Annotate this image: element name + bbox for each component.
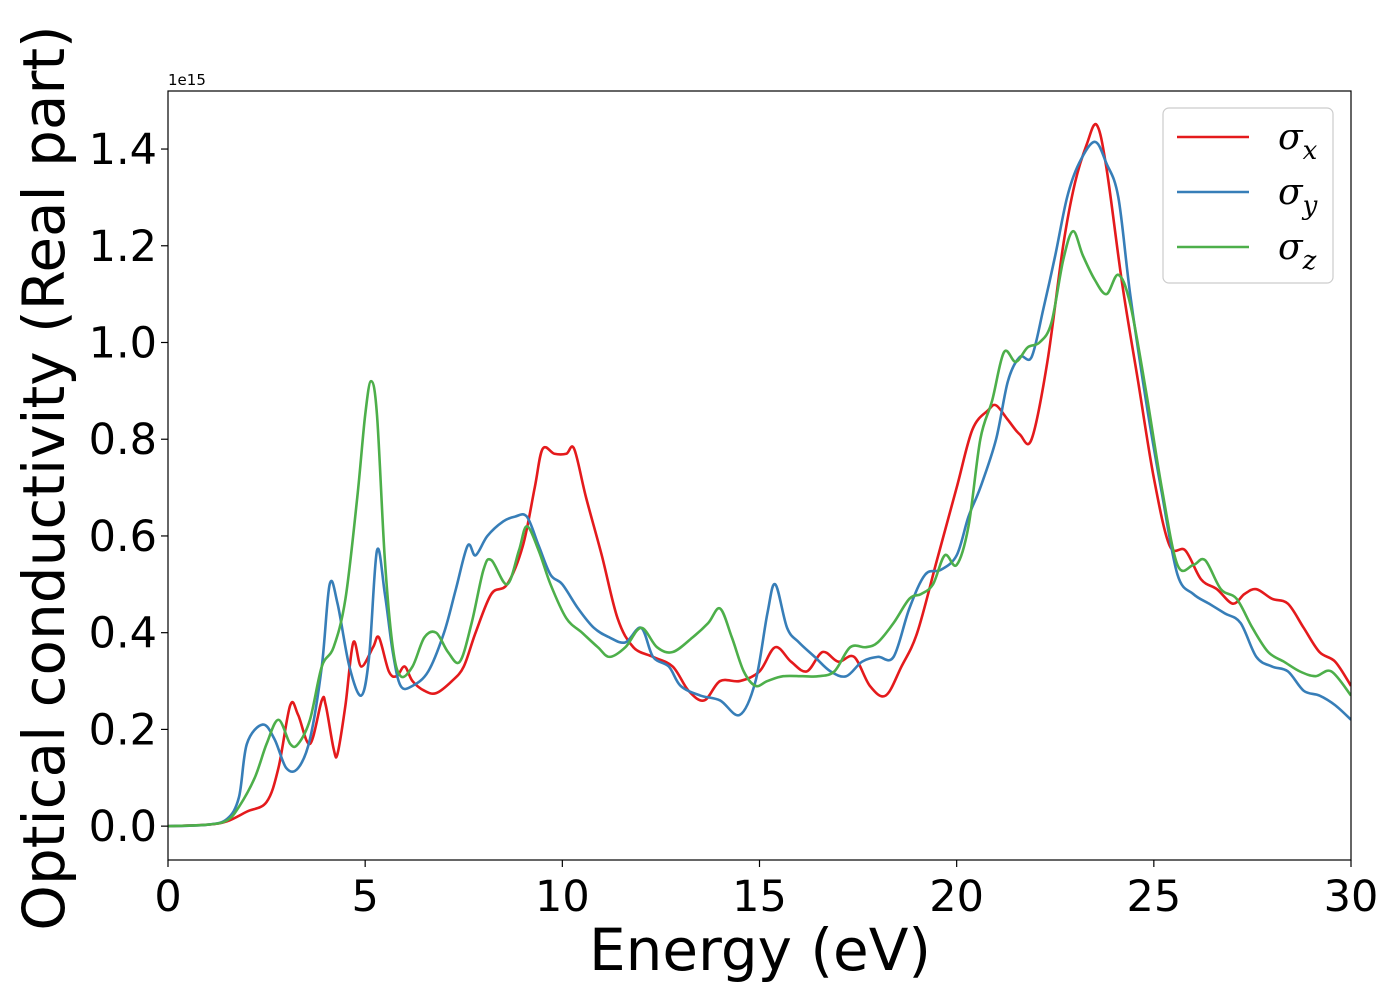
y-offset-label: 1e15 — [168, 71, 206, 89]
x-tick-label: 30 — [1324, 872, 1379, 922]
y-tick-label: 0.4 — [89, 609, 157, 659]
y-tick-label: 0.2 — [89, 705, 157, 755]
x-tick-label: 25 — [1126, 872, 1181, 922]
x-tick-label: 10 — [535, 872, 590, 922]
legend-label-sigma-z: σz — [1278, 227, 1317, 276]
y-axis: 0.0 0.2 0.4 0.6 0.8 1.0 1.2 1.4 — [89, 125, 168, 852]
legend: σx σy σz — [1162, 107, 1334, 284]
y-tick-label: 0.6 — [89, 512, 157, 562]
y-tick-label: 1.4 — [89, 125, 157, 175]
x-tick-label: 0 — [154, 872, 181, 922]
y-tick-label: 1.2 — [89, 222, 157, 272]
series-line-sigma-z — [168, 229, 1351, 828]
series-line-sigma-y — [168, 140, 1351, 828]
x-axis: 0 5 10 15 20 25 30 — [154, 860, 1378, 922]
y-axis-label: Optical conductivity (Real part) — [10, 25, 78, 930]
y-tick-label: 1.0 — [89, 318, 157, 368]
plot-layer — [168, 122, 1351, 828]
legend-box — [1162, 107, 1334, 284]
series-line-sigma-x — [168, 122, 1351, 828]
x-axis-label: Energy (eV) — [589, 916, 931, 984]
x-tick-label: 20 — [929, 872, 984, 922]
legend-label-sigma-x: σx — [1278, 117, 1318, 166]
legend-label-sigma-y: σy — [1278, 172, 1318, 221]
x-tick-label: 15 — [732, 872, 787, 922]
y-tick-label: 0.8 — [89, 415, 157, 465]
x-tick-label: 5 — [351, 872, 378, 922]
y-tick-label: 0.0 — [89, 802, 157, 852]
